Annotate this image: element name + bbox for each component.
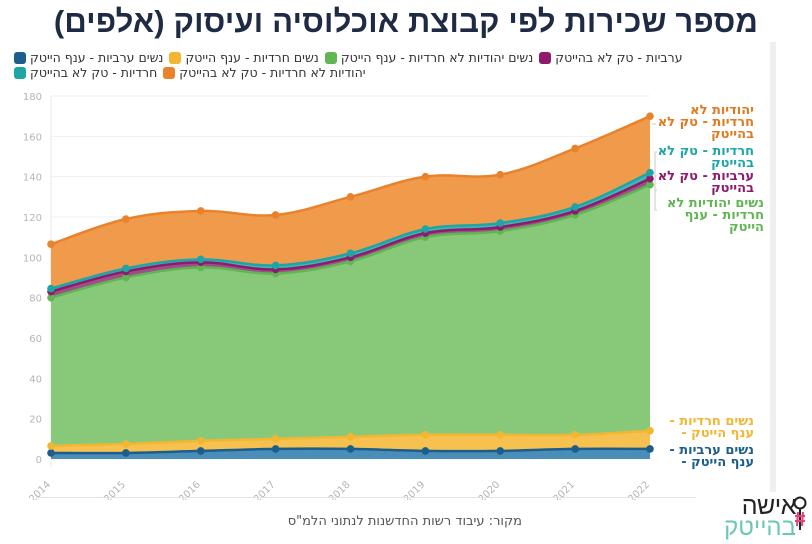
data-point (571, 203, 579, 211)
data-point (346, 249, 355, 258)
data-point (346, 193, 355, 201)
data-point (271, 261, 280, 270)
data-point (421, 447, 430, 455)
connector (654, 175, 657, 211)
y-tick-label: 100 (23, 253, 42, 264)
y-tick-label: 160 (23, 132, 42, 143)
logo-text-top: אישה (741, 492, 797, 520)
y-tick-label: 60 (29, 334, 42, 345)
end-label-yellow: נשים חרדיות - ענף הייטק - (669, 414, 754, 441)
divider (36, 497, 696, 498)
data-point (47, 284, 55, 293)
data-point (646, 174, 654, 183)
data-point (571, 431, 579, 439)
y-tick-label: 120 (23, 213, 42, 224)
y-tick-label: 180 (23, 92, 42, 103)
y-tick-label: 40 (29, 374, 42, 385)
y-tick-label: 80 (29, 294, 42, 305)
end-label-connectors (652, 123, 657, 211)
data-point (196, 255, 205, 264)
data-point (646, 426, 654, 435)
data-points (47, 112, 654, 457)
legend-item[interactable]: נשים יהודיות לא חרדיות - ענף הייטק (324, 50, 534, 65)
data-point (271, 211, 280, 219)
data-point (646, 445, 654, 453)
end-label-teal: חרדיות - טק לא בהייטק (657, 144, 754, 171)
legend-item[interactable]: ערביות - טק לא בהייטק (539, 50, 683, 65)
data-point (122, 273, 130, 282)
data-point (421, 225, 430, 233)
legend-row: חרדיות - טק לא בהייטק יהודיות לא חרדיות … (14, 65, 714, 80)
legend-swatch-icon (163, 66, 176, 79)
y-axis-ticks: 0 20 40 60 80 100 120 140 160 180 (23, 92, 42, 466)
data-point (47, 449, 55, 457)
logo: אישה בהייטק (716, 492, 808, 542)
legend-swatch-icon (539, 51, 552, 64)
legend-label: ערביות - טק לא בהייטק (555, 50, 683, 65)
chart-legend: נשים ערביות - ענף הייטק נשים חרדיות - ענ… (14, 50, 714, 80)
end-label-orange: יהודיות לא חרדיות - טק לא בהייטק (657, 103, 754, 142)
data-point (196, 447, 205, 455)
data-point (421, 431, 430, 439)
data-point (122, 449, 130, 457)
y-tick-label: 140 (23, 173, 42, 184)
data-point (496, 219, 505, 227)
legend-row: נשים ערביות - ענף הייטק נשים חרדיות - ענ… (14, 50, 714, 65)
legend-label: חרדיות - טק לא בהייטק (30, 65, 158, 80)
data-point (496, 447, 505, 455)
data-point (196, 437, 205, 445)
data-point (646, 112, 654, 120)
legend-swatch-icon (324, 51, 337, 64)
data-point (47, 240, 55, 249)
data-point (196, 207, 205, 215)
data-point (122, 215, 130, 223)
area-2 (51, 184, 650, 446)
legend-label: נשים יהודיות לא חרדיות - ענף הייטק (340, 50, 534, 65)
data-point (646, 168, 654, 177)
legend-item[interactable]: נשים חרדיות - ענף הייטק (169, 50, 319, 65)
source-note: מקור: עיבוד רשות החדשנות לנתוני הלמ"ס (287, 514, 522, 529)
data-point (571, 445, 579, 453)
y-tick-label: 20 (29, 415, 42, 426)
legend-swatch-icon (14, 51, 26, 64)
end-label-purple: ערביות - טק לא בהייטק (657, 169, 754, 196)
legend-label: נשים ערביות - ענף הייטק (30, 50, 164, 65)
area-5 (51, 116, 650, 289)
y-tick-label: 0 (36, 455, 42, 466)
data-point (496, 170, 505, 179)
data-point (496, 431, 505, 439)
end-label-blue: נשים ערביות - ענף הייטק - (669, 443, 754, 470)
legend-label: נשים חרדיות - ענף הייטק (185, 50, 319, 65)
data-point (571, 144, 579, 153)
data-point (646, 180, 654, 189)
data-point (47, 293, 55, 302)
logo-text-bottom: בהייטק (724, 514, 796, 541)
legend-item[interactable]: חרדיות - טק לא בהייטק (14, 65, 157, 80)
area-layers (51, 116, 650, 459)
data-point (421, 172, 430, 181)
legend-item[interactable]: יהודיות לא חרדיות - טק לא בהייטק (163, 65, 366, 80)
female-symbol-icon (793, 496, 807, 530)
data-point (346, 433, 355, 441)
legend-swatch-icon (169, 51, 182, 64)
data-point (122, 440, 130, 448)
page-title: מספר שכירות לפי קבוצת אוכלוסיה ועיסוק (א… (53, 4, 759, 39)
connector (654, 151, 657, 191)
data-point (271, 445, 280, 453)
data-point (271, 435, 280, 443)
legend-item[interactable]: נשים ערביות - ענף הייטק (14, 50, 163, 65)
data-point (346, 445, 355, 453)
data-point (47, 442, 55, 450)
legend-label: יהודיות לא חרדיות - טק לא בהייטק (179, 65, 366, 80)
legend-swatch-icon (14, 66, 26, 79)
data-point (122, 264, 130, 273)
end-label-green: נשים יהודיות לא חרדיות - ענף הייטק (666, 196, 764, 235)
